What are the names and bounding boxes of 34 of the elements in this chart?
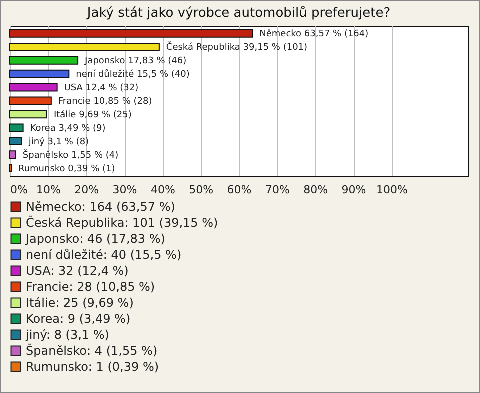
x-tick-label: 30%	[112, 184, 138, 196]
data-label: Korea 3,49 % (9)	[30, 124, 106, 134]
x-tick-label: 90%	[342, 184, 366, 196]
data-label: Česká Republika 39,15 % (101)	[166, 41, 308, 54]
legend-label: Německo: 164 (63,57 %)	[26, 200, 176, 214]
legend-label: Rumunsko: 1 (0,39 %)	[26, 360, 160, 374]
x-tick-label: 80%	[304, 184, 328, 196]
x-tick-label: 20%	[74, 184, 100, 196]
chart-title: Jaký stát jako výrobce automobilů preferujete?	[86, 5, 391, 21]
x-tick-label: 10%	[36, 184, 61, 196]
data-label: jiný 3,1 % (8)	[28, 136, 90, 148]
x-tick-label: 50%	[189, 184, 214, 196]
data-label: Itálie 9,69 % (25)	[54, 109, 132, 120]
data-label: Francie 10,85 % (28)	[58, 97, 152, 107]
data-label: Španělsko 1,55 % (4)	[22, 148, 119, 161]
data-label: USA 12,4 % (32)	[64, 84, 139, 94]
legend-label: USA: 32 (12,4 %)	[26, 264, 129, 278]
x-tick-label: 40%	[150, 184, 176, 196]
x-tick-label: 70%	[265, 184, 290, 196]
legend-label: Itálie: 25 (9,69 %)	[26, 296, 134, 310]
legend-label: Korea: 9 (3,49 %)	[26, 312, 131, 326]
legend-label: Španělsko: 4 (1,55 %)	[26, 343, 158, 358]
data-label: není důležité 15,5 % (40)	[76, 69, 190, 80]
legend-label: není důležité: 40 (15,5 %)	[26, 248, 182, 262]
x-tick-label: 100%	[376, 184, 408, 196]
data-label: Německo 63,57 % (164)	[260, 28, 369, 40]
legend-label: Francie: 28 (10,85 %)	[26, 280, 156, 294]
legend-label: jiný: 8 (3,1 %)	[25, 328, 110, 342]
data-label: Japonsko 17,83 % (46)	[84, 56, 187, 67]
legend-label: Česká Republika: 101 (39,15 %)	[26, 215, 218, 230]
x-tick-label: 60%	[227, 184, 252, 196]
x-tick-label: 0%	[10, 184, 28, 196]
data-label: Rumunsko 0,39 % (1)	[18, 164, 116, 174]
legend-label: Japonsko: 46 (17,83 %)	[25, 232, 166, 246]
